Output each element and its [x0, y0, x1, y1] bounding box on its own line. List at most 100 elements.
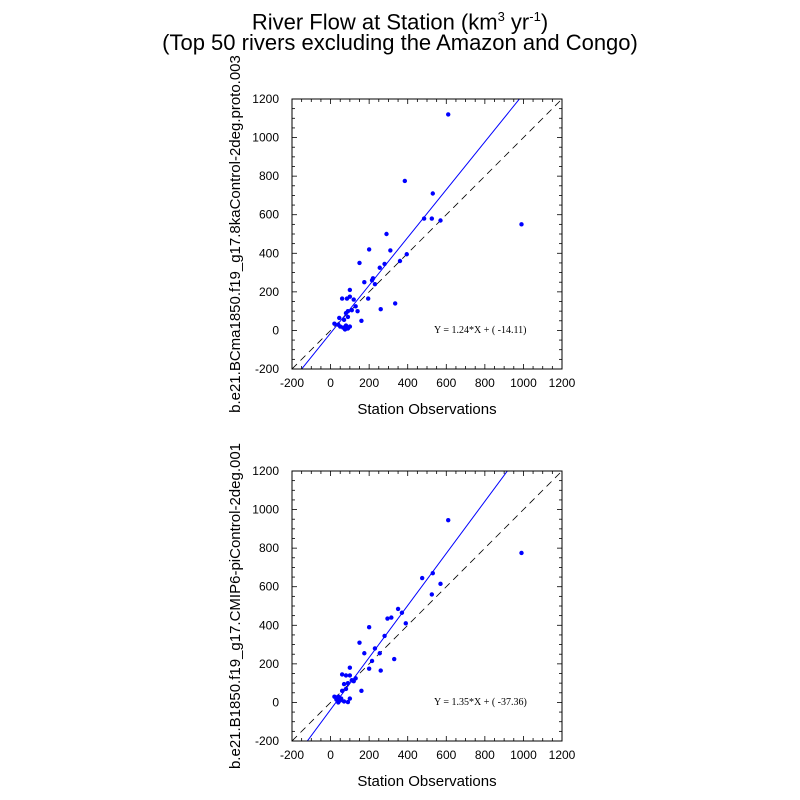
data-point — [366, 247, 372, 252]
y-tick-label: 600 — [259, 208, 279, 222]
data-point — [347, 665, 353, 670]
plot-panel-1: -200 0 200 400 600 800 1000 1200 -200 0 200 400 600 8… — [227, 55, 576, 418]
x-axis-label: Station Observations — [357, 773, 496, 790]
data-point — [438, 218, 443, 223]
x-tick-label: 1200 — [549, 748, 576, 762]
y-tick-label: 600 — [259, 580, 279, 594]
fit-equation-label: Y = 1.35*X + ( -37.36) — [434, 697, 527, 708]
data-point — [382, 261, 387, 267]
data-point — [392, 656, 397, 662]
data-point — [366, 625, 372, 630]
x-tick-label: -200 — [280, 376, 304, 390]
data-point — [341, 699, 347, 704]
data-point — [357, 640, 362, 645]
data-point — [430, 571, 435, 576]
x-tick-label: 200 — [359, 748, 379, 762]
data-point — [341, 317, 347, 323]
x-tick-label: 800 — [475, 376, 495, 390]
data-point — [382, 633, 387, 639]
data-point — [377, 651, 382, 656]
data-point — [339, 296, 345, 301]
x-tick-label: 1000 — [510, 748, 537, 762]
data-point — [365, 296, 371, 301]
data-point — [372, 646, 378, 651]
data-point — [384, 231, 389, 237]
data-point — [334, 697, 339, 702]
x-tick-label: 1000 — [510, 376, 537, 390]
data-point — [345, 699, 351, 705]
y-tick-label: 400 — [259, 618, 279, 632]
data-point — [429, 216, 435, 221]
data-point — [362, 280, 367, 285]
fit-equation-label: Y = 1.24*X + ( -14.11) — [434, 325, 526, 336]
y-axis-label: b.e21.BCma1850.f19_g17.8kaControl-2deg.p… — [227, 55, 244, 413]
y-tick-label: -200 — [255, 362, 279, 376]
data-point — [366, 666, 372, 671]
data-point — [347, 673, 353, 678]
data-point — [339, 672, 345, 677]
data-point — [399, 610, 405, 615]
y-tick-label: 1000 — [252, 131, 279, 145]
data-point — [355, 308, 360, 314]
data-point — [349, 307, 354, 313]
data-point — [404, 252, 409, 257]
x-tick-label: 200 — [359, 376, 379, 390]
data-point — [351, 297, 356, 302]
data-point — [438, 581, 443, 587]
data-point — [362, 651, 367, 656]
data-point — [359, 318, 364, 323]
data-point — [372, 281, 378, 287]
data-point — [519, 550, 524, 556]
y-tick-label: 200 — [259, 657, 279, 671]
plot-panel-2: -200 0 200 400 600 800 1000 1200 -200 0 200 400 600 8… — [227, 443, 576, 790]
chart-title-line1: River Flow at Station (km3 yr-1) — [251, 9, 549, 35]
data-point — [369, 278, 375, 283]
data-point — [341, 681, 347, 687]
y-tick-label: 1200 — [252, 92, 279, 106]
data-point — [357, 260, 362, 266]
y-tick-label: -200 — [255, 734, 279, 748]
data-point — [395, 606, 401, 612]
data-point — [339, 688, 345, 694]
data-point — [343, 673, 349, 678]
data-point — [342, 327, 348, 332]
data-point — [377, 265, 382, 270]
data-point — [332, 321, 337, 326]
data-point — [369, 658, 375, 664]
data-point — [345, 680, 351, 686]
x-tick-label: -200 — [280, 748, 304, 762]
data-point — [446, 517, 451, 523]
x-tick-label: 0 — [327, 376, 334, 390]
y-tick-label: 0 — [272, 323, 279, 337]
data-point — [388, 248, 393, 253]
data-point — [397, 258, 403, 264]
data-point — [344, 296, 350, 301]
data-point — [343, 310, 349, 316]
data-point — [519, 222, 524, 227]
data-point — [359, 688, 364, 694]
y-tick-label: 400 — [259, 246, 279, 260]
data-point — [419, 575, 425, 581]
data-point — [446, 112, 451, 117]
chart-title-line2: (Top 50 rivers excluding the Amazon and … — [162, 30, 638, 55]
y-tick-label: 0 — [272, 695, 279, 709]
x-tick-label: 400 — [398, 376, 418, 390]
y-tick-label: 1200 — [252, 464, 279, 478]
data-point — [347, 287, 353, 293]
x-axis-label: Station Observations — [357, 401, 496, 418]
y-tick-label: 200 — [259, 285, 279, 299]
x-tick-label: 600 — [436, 376, 456, 390]
data-point — [378, 307, 383, 312]
x-tick-label: 800 — [475, 748, 495, 762]
x-tick-label: 1200 — [549, 376, 576, 390]
data-point — [347, 324, 353, 329]
y-tick-label: 800 — [259, 169, 279, 183]
y-tick-label: 1000 — [252, 503, 279, 517]
x-tick-label: 0 — [327, 748, 334, 762]
data-point — [429, 592, 435, 597]
y-tick-label: 800 — [259, 541, 279, 555]
data-point — [378, 668, 383, 673]
data-point — [392, 301, 398, 306]
data-point — [402, 178, 408, 184]
